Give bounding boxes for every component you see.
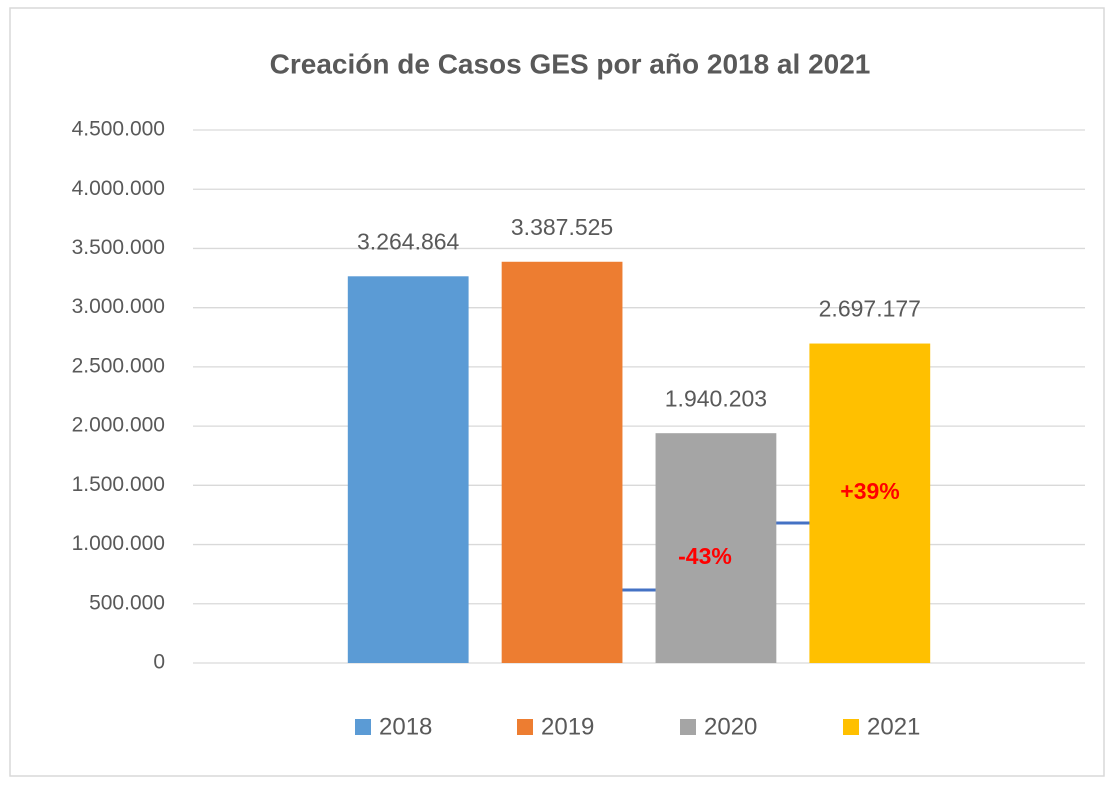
y-tick-label: 3.500.000 <box>72 236 165 259</box>
legend-swatch <box>517 719 533 735</box>
legend-swatch <box>843 719 859 735</box>
y-tick-label: 1.500.000 <box>72 473 165 496</box>
value-label: 2.697.177 <box>819 296 921 322</box>
value-label: 3.264.864 <box>357 228 460 254</box>
y-tick-label: 2.000.000 <box>72 414 165 437</box>
y-tick-label: 4.500.000 <box>72 118 165 141</box>
y-tick-label: 4.000.000 <box>72 177 165 200</box>
annotation: +39% <box>840 478 899 504</box>
y-tick-label: 2.500.000 <box>72 354 165 377</box>
legend-label: 2020 <box>704 713 757 740</box>
y-tick-label: 3.000.000 <box>72 295 165 318</box>
bar <box>655 433 777 663</box>
chart-title: Creación de Casos GES por año 2018 al 20… <box>270 48 871 79</box>
value-label: 1.940.203 <box>665 385 767 411</box>
legend-swatch <box>680 719 696 735</box>
value-label: 3.387.525 <box>511 214 613 240</box>
bar <box>347 276 469 663</box>
bar <box>501 261 623 663</box>
legend-swatch <box>355 719 371 735</box>
bar <box>809 343 931 663</box>
legend-label: 2021 <box>867 713 920 740</box>
y-tick-label: 1.000.000 <box>72 532 165 555</box>
legend-label: 2019 <box>541 713 594 740</box>
legend-label: 2018 <box>379 713 432 740</box>
annotation: -43% <box>678 543 732 569</box>
y-tick-label: 0 <box>153 651 165 674</box>
y-tick-label: 500.000 <box>89 591 165 614</box>
